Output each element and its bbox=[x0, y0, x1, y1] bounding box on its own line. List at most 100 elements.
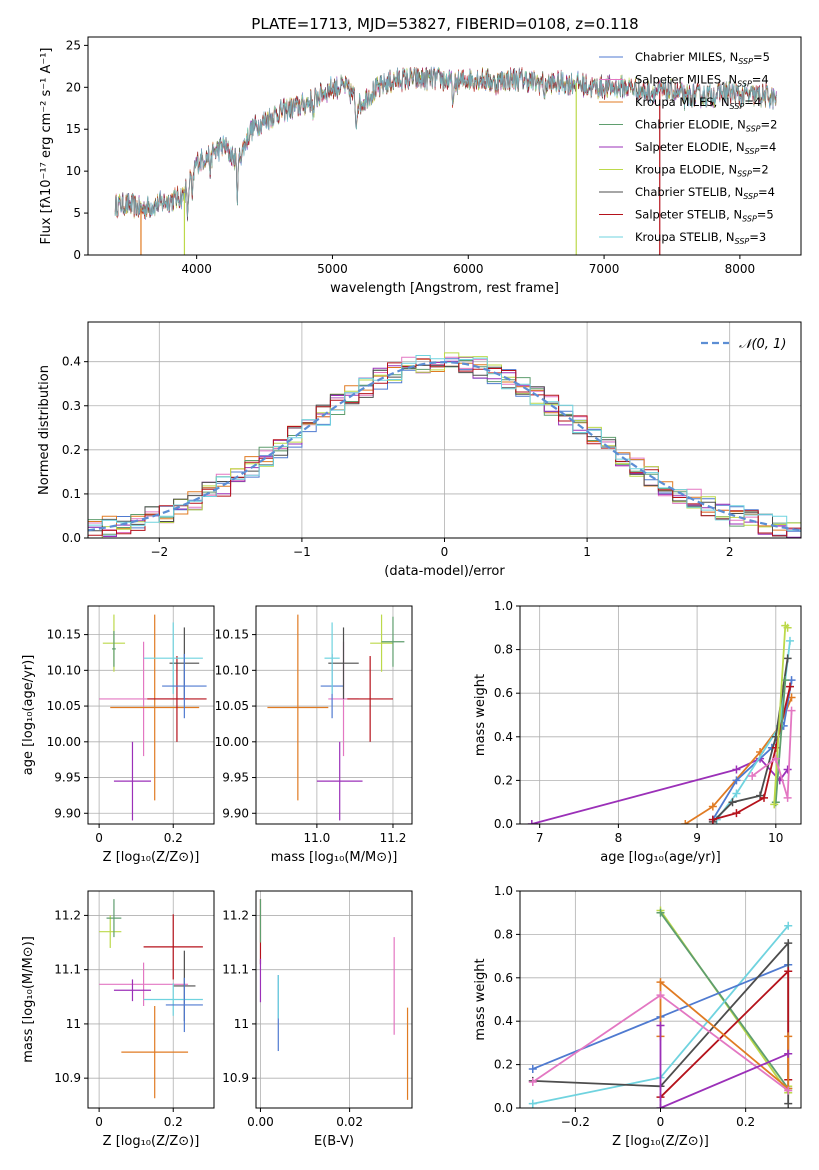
x-axis-label: wavelength [Angstrom, rest frame] bbox=[330, 281, 559, 296]
y-tick-label: 10.05 bbox=[215, 699, 249, 713]
errorbar-kroupa-stelib bbox=[324, 622, 340, 694]
x-tick-label: 11.2 bbox=[380, 831, 407, 845]
weight-marker bbox=[784, 967, 793, 976]
errorbar-kroupa-miles bbox=[121, 1006, 189, 1099]
weight-marker bbox=[784, 939, 793, 948]
x-tick-label: 8 bbox=[615, 831, 623, 845]
legend-label-salpeter-miles: Salpeter MILES, NSSP=4 bbox=[635, 73, 769, 89]
legend-label-kroupa-miles: Kroupa MILES, NSSP=4 bbox=[635, 95, 761, 111]
y-tick-label: 0.2 bbox=[494, 1058, 513, 1072]
spectrum-title: PLATE=1713, MJD=53827, FIBERID=0108, z=0… bbox=[251, 15, 638, 33]
y-tick-label: 10.00 bbox=[215, 735, 249, 749]
weight-vs-age-axes: 7 8 9 10 0.0 0.2 0.4 0.6 0.8 1.0 age [log₁₀(age/yr… bbox=[473, 599, 802, 865]
y-axis-label: mass weight bbox=[473, 958, 488, 1040]
y-tick-label: 20 bbox=[66, 80, 81, 94]
weight-marker bbox=[783, 623, 792, 632]
axes-frame bbox=[87, 321, 802, 539]
y-tick-label: 15 bbox=[66, 122, 81, 136]
weight-path bbox=[751, 710, 793, 799]
y-tick-label: 11 bbox=[234, 1017, 249, 1031]
weight-marker bbox=[784, 921, 793, 930]
age-vs-mass-plot-area bbox=[256, 606, 412, 824]
errorbar-kroupa-stelib bbox=[143, 622, 203, 694]
weight-marker bbox=[785, 682, 794, 691]
weight-marker bbox=[656, 1104, 665, 1108]
y-tick-label: 0.2 bbox=[62, 443, 81, 457]
y-tick-label: 11.1 bbox=[222, 963, 249, 977]
x-tick-label: 0 bbox=[441, 545, 449, 559]
weight-marker bbox=[784, 1049, 793, 1058]
x-tick-label: 11.0 bbox=[304, 831, 331, 845]
y-axis-label: Flux [fλ10⁻¹⁷ erg cm⁻² s⁻¹ A⁻¹] bbox=[39, 48, 54, 245]
x-tick-label: 0.00 bbox=[247, 1115, 274, 1129]
weight-marker bbox=[771, 754, 780, 763]
errorbar-kroupa-elodie bbox=[99, 915, 122, 948]
weight-marker bbox=[783, 654, 792, 663]
weight-marker bbox=[785, 636, 794, 645]
errorbar-salpeter-stelib bbox=[347, 656, 393, 742]
y-tick-label: 10.05 bbox=[47, 699, 81, 713]
legend-label-chabrier-elodie: Chabrier ELODIE, NSSP=2 bbox=[635, 118, 777, 134]
weight-line-salpeter-miles bbox=[528, 991, 793, 1095]
x-tick-label: 5000 bbox=[317, 262, 348, 276]
y-tick-label: 10.10 bbox=[47, 663, 81, 677]
y-tick-label: 9.95 bbox=[222, 771, 249, 785]
weight-path bbox=[774, 680, 787, 803]
y-tick-label: 10.00 bbox=[47, 735, 81, 749]
gaussian-reference-line bbox=[88, 360, 801, 532]
errorbar-chabrier-stelib bbox=[328, 627, 359, 699]
residuals-plot-area bbox=[88, 322, 801, 538]
errorbar-kroupa-elodie bbox=[370, 614, 393, 672]
weight-line-salpeter-stelib bbox=[708, 682, 794, 824]
y-tick-label: 10.9 bbox=[54, 1071, 81, 1085]
x-tick-label: 0 bbox=[657, 1115, 665, 1129]
errorbar-salpeter-elodie bbox=[113, 979, 151, 1002]
y-tick-label: 0.0 bbox=[62, 531, 81, 545]
legend-label-salpeter-elodie: Salpeter ELODIE, NSSP=4 bbox=[635, 140, 776, 156]
x-axis-label: (data-model)/error bbox=[384, 564, 505, 579]
errorbar-salpeter-stelib bbox=[143, 914, 203, 980]
mass-vs-Z-plot-area bbox=[88, 891, 214, 1108]
x-tick-label: 7000 bbox=[589, 262, 620, 276]
x-axis-label: mass [log₁₀(M/M⊙)] bbox=[271, 850, 398, 865]
weight-marker bbox=[528, 1064, 537, 1073]
y-tick-label: 10 bbox=[66, 164, 81, 178]
weight-marker bbox=[784, 1032, 793, 1041]
weight-line-salpeter-elodie bbox=[656, 1021, 793, 1108]
weight-marker bbox=[783, 765, 792, 774]
errorbar-kroupa-stelib bbox=[143, 983, 203, 1016]
axes-frame bbox=[519, 890, 802, 1109]
axes-frame bbox=[87, 890, 215, 1109]
weight-vs-age-plot-area bbox=[520, 606, 801, 824]
weight-marker bbox=[528, 1077, 537, 1086]
weight-marker bbox=[656, 908, 665, 917]
errorbar-kroupa-miles bbox=[267, 614, 329, 801]
weight-path bbox=[659, 1025, 789, 1108]
age-vs-Z-plot-area bbox=[88, 606, 214, 824]
x-tick-label: 0.02 bbox=[336, 1115, 363, 1129]
errorbar-chabrier-miles bbox=[165, 977, 203, 1033]
y-tick-label: 11.1 bbox=[54, 963, 81, 977]
y-tick-label: 1.0 bbox=[494, 884, 513, 898]
x-axis-label: Z [log₁₀(Z/Z⊙)] bbox=[612, 1134, 709, 1149]
spectrum-legend: Chabrier MILES, NSSP=5 Salpeter MILES, NS… bbox=[599, 50, 777, 246]
y-tick-label: 10.10 bbox=[215, 663, 249, 677]
y-tick-label: 5 bbox=[73, 206, 81, 220]
y-tick-label: 9.95 bbox=[54, 771, 81, 785]
x-tick-label: 10 bbox=[768, 831, 783, 845]
weight-marker bbox=[787, 706, 796, 715]
x-axis-label: E(B-V) bbox=[314, 1134, 354, 1149]
x-tick-label: 6000 bbox=[453, 262, 484, 276]
legend-label-chabrier-miles: Chabrier MILES, NSSP=5 bbox=[635, 50, 770, 66]
weight-vs-Z-plot-area bbox=[520, 891, 801, 1108]
axes-frame bbox=[87, 36, 802, 256]
weight-marker bbox=[732, 789, 741, 798]
y-tick-label: 11 bbox=[66, 1017, 81, 1031]
y-axis-label: mass [log₁₀(M/M⊙)] bbox=[21, 936, 36, 1063]
legend-label-kroupa-stelib: Kroupa STELIB, NSSP=3 bbox=[635, 230, 766, 246]
y-axis-label: mass weight bbox=[473, 674, 488, 756]
y-tick-label: 0.8 bbox=[494, 643, 513, 657]
weight-marker bbox=[784, 1086, 793, 1095]
weight-marker bbox=[528, 1099, 537, 1108]
